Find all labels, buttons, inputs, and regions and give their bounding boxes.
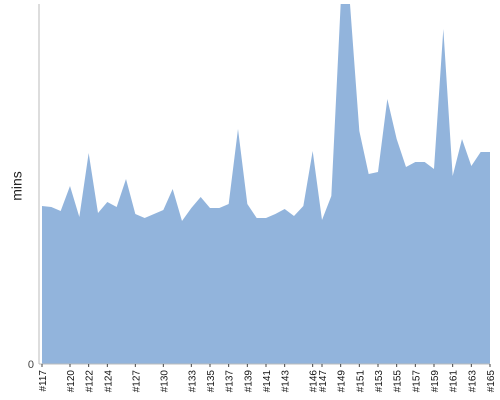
x-tick-label: #149 [337,370,348,393]
y-axis-label: mins [9,171,25,201]
x-tick-label: #137 [225,370,236,393]
x-tick-label: #165 [486,370,497,393]
x-tick-label: #135 [206,370,217,393]
x-tick-label: #159 [430,370,441,393]
x-tick-label: #122 [85,370,96,393]
x-tick-label: #155 [393,370,404,393]
x-tick-label: #161 [449,370,460,393]
x-tick-label: #127 [131,370,142,393]
x-tick-label: #151 [355,370,366,393]
x-tick-label: #153 [374,370,385,393]
y-tick-label-0: 0 [28,359,34,371]
x-tick-label: #124 [103,370,114,393]
x-tick-label: #147 [318,370,329,393]
x-tick-label: #130 [159,370,170,393]
x-tick-label: #141 [262,370,273,393]
x-tick-label: #157 [411,370,422,393]
x-tick-label: #133 [187,370,198,393]
x-tick-label: #117 [38,370,49,392]
x-tick-label: #143 [281,370,292,393]
x-tick-label: #139 [243,370,254,393]
area-series [42,4,490,364]
x-tick-label: #146 [309,370,320,393]
x-tick-label: #163 [467,370,478,393]
x-tick-label: #120 [66,370,77,393]
x-tick-labels: #117 #120 #122 #124 #127 #130 #133 #135 #137 #139… [38,364,497,393]
